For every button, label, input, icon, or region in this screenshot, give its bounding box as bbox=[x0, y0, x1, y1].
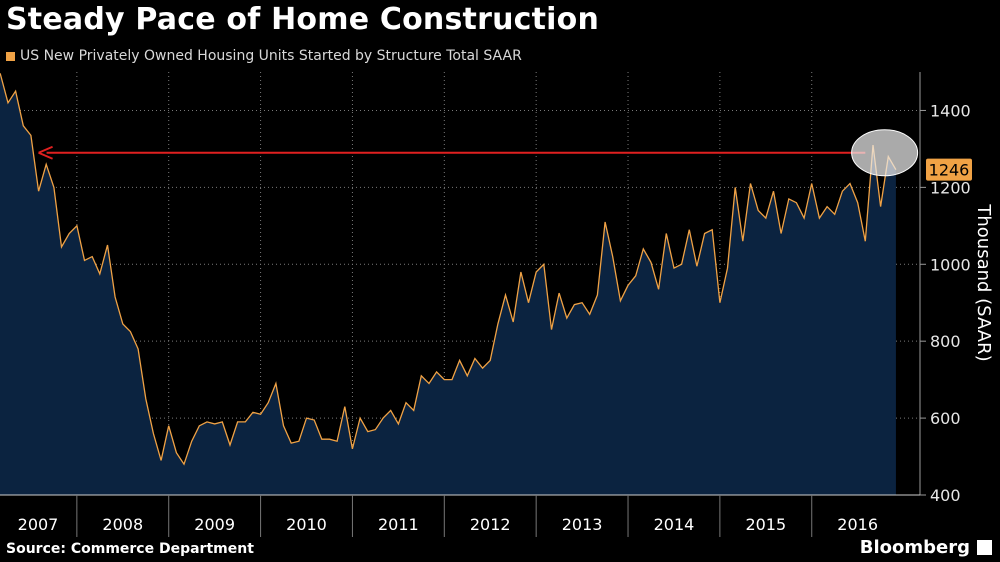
source-note: Source: Commerce Department bbox=[6, 541, 254, 557]
legend: US New Privately Owned Housing Units Sta… bbox=[6, 48, 522, 64]
x-tick-label: 2016 bbox=[837, 515, 878, 534]
x-tick-label: 2014 bbox=[654, 515, 695, 534]
legend-label: US New Privately Owned Housing Units Sta… bbox=[20, 48, 522, 64]
x-tick-label: 2012 bbox=[470, 515, 511, 534]
brand-icon bbox=[977, 540, 992, 555]
y-tick-label: 600 bbox=[930, 409, 961, 428]
y-tick-label: 1400 bbox=[930, 101, 971, 120]
legend-swatch bbox=[6, 51, 15, 61]
series-line bbox=[0, 73, 897, 466]
x-tick-label: 2015 bbox=[745, 515, 786, 534]
y-tick-label: 400 bbox=[930, 486, 961, 505]
y-tick-label: 1200 bbox=[930, 178, 971, 197]
annotation-circle bbox=[851, 129, 919, 177]
x-tick-label: 2008 bbox=[102, 515, 143, 534]
y-axis-label: Thousand (SAAR) bbox=[973, 203, 994, 361]
x-tick-label: 2009 bbox=[194, 515, 235, 534]
brand-logo: Bloomberg bbox=[859, 537, 970, 558]
x-tick-label: 2013 bbox=[562, 515, 603, 534]
x-tick-label: 2007 bbox=[18, 515, 59, 534]
last-value-badge bbox=[926, 158, 972, 181]
x-tick-label: 2010 bbox=[286, 515, 327, 534]
y-tick-label: 800 bbox=[930, 332, 961, 351]
y-tick-label: 1000 bbox=[930, 255, 971, 274]
annotation-arrowhead bbox=[38, 145, 53, 160]
x-tick-label: 2011 bbox=[378, 515, 419, 534]
series-area bbox=[0, 73, 896, 495]
last-value-label: 1246 bbox=[929, 161, 970, 180]
chart-title: Steady Pace of Home Construction bbox=[6, 2, 599, 37]
